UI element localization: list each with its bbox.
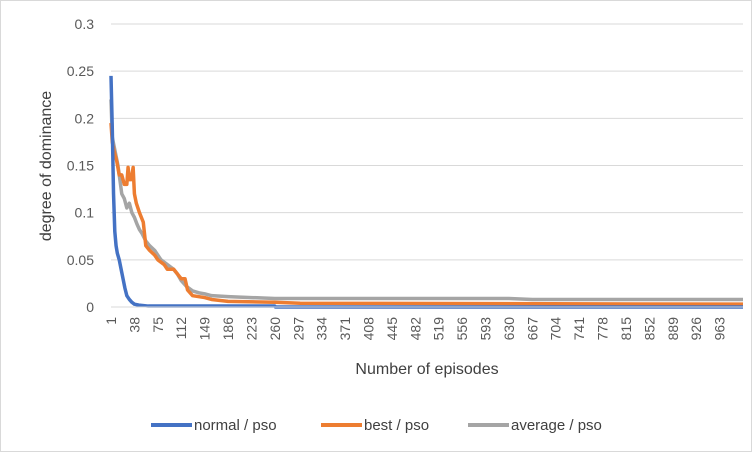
series-line-2 bbox=[109, 99, 743, 302]
x-tick-label: 482 bbox=[407, 317, 423, 341]
x-tick-label: 741 bbox=[571, 317, 587, 341]
legend-label: average / pso bbox=[511, 417, 602, 434]
x-tick-label: 889 bbox=[665, 317, 681, 341]
y-tick-label: 0 bbox=[86, 299, 94, 315]
series-lines bbox=[109, 75, 744, 309]
x-tick-label: 1 bbox=[103, 317, 119, 325]
x-tick-label: 519 bbox=[431, 317, 447, 341]
x-tick-label: 815 bbox=[618, 317, 634, 341]
x-tick-label: 149 bbox=[197, 317, 213, 341]
series-line-0 bbox=[109, 75, 743, 309]
x-tick-label: 75 bbox=[150, 317, 166, 333]
x-tick-label: 963 bbox=[712, 317, 728, 341]
x-tick-label: 445 bbox=[384, 317, 400, 341]
x-tick-label: 260 bbox=[267, 317, 283, 341]
x-tick-labels: 1 38 75 112 149 186 223 260 297 334 371 408 445 482 51… bbox=[103, 317, 728, 341]
x-tick-label: 852 bbox=[641, 317, 657, 341]
y-tick-labels: 0 0.05 0.1 0.15 0.2 0.25 0.3 bbox=[67, 16, 94, 315]
x-tick-label: 297 bbox=[290, 317, 306, 341]
x-tick-label: 778 bbox=[595, 317, 611, 341]
gridlines bbox=[111, 23, 743, 261]
x-tick-label: 667 bbox=[524, 317, 540, 341]
x-tick-label: 186 bbox=[220, 317, 236, 341]
legend-label: normal / pso bbox=[194, 417, 277, 434]
x-axis-title: Number of episodes bbox=[355, 361, 498, 378]
x-tick-label: 112 bbox=[173, 317, 189, 340]
x-tick-label: 334 bbox=[314, 317, 330, 341]
x-tick-label: 926 bbox=[688, 317, 704, 341]
y-tick-label: 0.25 bbox=[67, 63, 94, 79]
x-tick-label: 223 bbox=[243, 317, 259, 341]
x-tick-label: 38 bbox=[126, 317, 142, 333]
x-tick-label: 371 bbox=[337, 317, 353, 341]
y-axis-title: degree of dominance bbox=[38, 91, 55, 241]
x-tick-label: 593 bbox=[478, 317, 494, 341]
y-tick-label: 0.2 bbox=[75, 110, 95, 126]
y-tick-label: 0.05 bbox=[67, 252, 94, 268]
y-tick-label: 0.15 bbox=[67, 158, 94, 174]
x-tick-label: 630 bbox=[501, 317, 517, 341]
legend: normal / pso best / pso average / pso bbox=[151, 417, 602, 434]
x-tick-label: 556 bbox=[454, 317, 470, 341]
series-line-1 bbox=[109, 122, 744, 306]
x-tick-label: 408 bbox=[360, 317, 376, 341]
y-tick-label: 0.3 bbox=[75, 16, 95, 32]
x-tick-label: 704 bbox=[548, 317, 564, 341]
y-tick-label: 0.1 bbox=[75, 205, 95, 221]
legend-label: best / pso bbox=[364, 417, 429, 434]
